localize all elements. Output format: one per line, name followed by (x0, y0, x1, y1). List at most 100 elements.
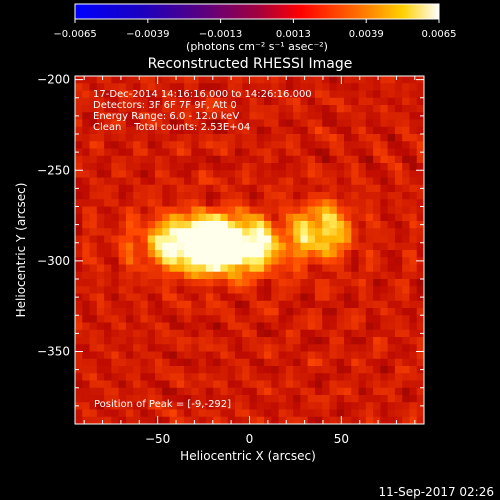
image-pixel (147, 409, 156, 418)
image-pixel (300, 315, 309, 324)
image-pixel (234, 409, 243, 418)
image-pixel (104, 228, 112, 237)
image-pixel (198, 177, 207, 186)
image-pixel (133, 228, 142, 237)
image-pixel (89, 387, 98, 396)
image-pixel (249, 293, 258, 302)
image-pixel (234, 380, 243, 389)
image-pixel (220, 409, 229, 418)
image-pixel (205, 148, 214, 157)
image-pixel (154, 192, 163, 200)
image-pixel (322, 271, 331, 280)
image-pixel (358, 271, 367, 280)
image-pixel (147, 279, 156, 287)
image-pixel (118, 112, 127, 121)
image-pixel (205, 163, 214, 171)
image-pixel (264, 308, 272, 316)
image-pixel (227, 402, 236, 411)
image-pixel (89, 271, 98, 280)
image-pixel (242, 366, 251, 374)
image-pixel (271, 199, 280, 208)
image-pixel (220, 264, 229, 273)
image-pixel (351, 228, 360, 237)
image-pixel (293, 286, 301, 295)
image-pixel (365, 395, 374, 403)
image-pixel (344, 387, 352, 396)
image-pixel (234, 300, 243, 309)
image-pixel (264, 97, 272, 106)
image-pixel (162, 90, 171, 99)
image-pixel (402, 163, 411, 171)
image-pixel (380, 315, 389, 324)
image-pixel (140, 90, 149, 99)
image-pixel (271, 221, 280, 229)
image-pixel (111, 184, 120, 193)
image-pixel (365, 315, 374, 324)
image-pixel (162, 337, 171, 345)
image-pixel (416, 373, 424, 382)
image-pixel (184, 308, 192, 316)
image-pixel (111, 141, 120, 150)
image-pixel (285, 184, 294, 193)
image-pixel (387, 315, 396, 324)
image-pixel (125, 119, 134, 128)
image-pixel (118, 322, 127, 331)
image-pixel (300, 163, 309, 171)
image-pixel (198, 300, 207, 309)
image-pixel (205, 119, 214, 128)
image-pixel (336, 141, 345, 150)
image-pixel (140, 358, 149, 367)
image-pixel (242, 141, 251, 150)
image-pixel (336, 105, 345, 113)
image-pixel (285, 177, 294, 186)
image-pixel (169, 271, 178, 280)
image-pixel (278, 416, 287, 424)
image-pixel (205, 395, 214, 403)
image-pixel (402, 199, 411, 208)
image-pixel (82, 83, 91, 92)
image-pixel (293, 293, 301, 302)
image-pixel (351, 351, 360, 360)
image-pixel (242, 402, 251, 411)
image-pixel (140, 329, 149, 338)
image-pixel (125, 286, 134, 295)
image-pixel (285, 126, 294, 135)
image-pixel (329, 134, 338, 142)
colorbar-tick-label: 0.0013 (276, 29, 311, 40)
image-pixel (256, 177, 265, 186)
image-pixel (271, 90, 280, 99)
image-pixel (176, 279, 185, 287)
image-pixel (380, 387, 389, 396)
image-pixel (89, 112, 98, 121)
image-pixel (293, 271, 301, 280)
image-pixel (140, 402, 149, 411)
image-pixel (133, 366, 142, 374)
image-pixel (271, 126, 280, 135)
image-pixel (336, 358, 345, 367)
image-pixel (184, 279, 192, 287)
image-pixel (220, 97, 229, 106)
image-pixel (220, 351, 229, 360)
image-pixel (111, 308, 120, 316)
image-pixel (104, 279, 112, 287)
image-pixel (220, 395, 229, 403)
image-pixel (365, 242, 374, 251)
image-pixel (322, 170, 331, 179)
image-pixel (89, 337, 98, 345)
image-pixel (89, 264, 98, 273)
image-pixel (409, 235, 418, 244)
image-pixel (198, 395, 207, 403)
image-pixel (198, 387, 207, 396)
image-pixel (162, 380, 171, 389)
image-pixel (351, 119, 360, 128)
image-pixel (278, 264, 287, 273)
image-pixel (213, 293, 222, 302)
image-pixel (140, 315, 149, 324)
image-pixel (104, 105, 112, 113)
image-pixel (162, 395, 171, 403)
image-pixel (329, 177, 338, 186)
image-pixel (89, 206, 98, 215)
image-pixel (147, 257, 156, 266)
image-pixel (416, 235, 424, 244)
image-pixel (191, 134, 200, 142)
